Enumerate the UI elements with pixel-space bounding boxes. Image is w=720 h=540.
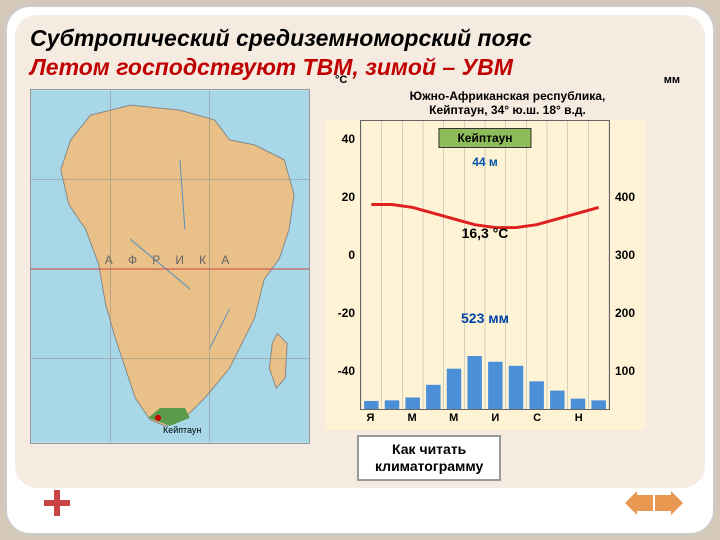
map-svg: А Ф Р И К А Кейптаун [31, 90, 309, 443]
city-marker-label: Кейптаун [163, 425, 201, 435]
elevation-label: 44 м [472, 155, 498, 169]
close-icon [42, 488, 72, 518]
title-line-1: Субтропический средиземноморский пояс [30, 25, 690, 52]
y-axis-left: 40200-20-40 [325, 120, 360, 430]
axis-celsius: °С [335, 74, 347, 86]
city-badge: Кейптаун [438, 128, 531, 148]
continent-label: А Ф Р И К А [105, 253, 235, 267]
slide-frame: Субтропический средиземноморский пояс Ле… [5, 5, 715, 535]
chart-title: Южно-Африканская республика,Кейптаун, 34… [325, 89, 690, 117]
content-row: А Ф Р И К А Кейптаун Южно-Африканская ре… [30, 89, 690, 444]
next-button[interactable] [655, 491, 683, 515]
avg-temp-label: 16,3 °С [462, 225, 509, 241]
title-line-2: Летом господствуют ТВМ, зимой – УВМ [30, 54, 690, 81]
content-frame: Субтропический средиземноморский пояс Ле… [15, 15, 705, 488]
how-to-read-button[interactable]: Как читать климатограмму [357, 435, 501, 481]
x-axis-labels: ЯММИСН [360, 412, 610, 430]
close-button[interactable] [42, 488, 72, 518]
prev-button[interactable] [625, 491, 653, 515]
total-precip-label: 523 мм [461, 310, 509, 326]
nav-arrows [625, 491, 683, 515]
africa-map: А Ф Р И К А Кейптаун [30, 89, 310, 444]
y-axis-right: 400300200100 [610, 120, 645, 430]
axis-mm: мм [664, 74, 680, 86]
climate-chart: Южно-Африканская республика,Кейптаун, 34… [325, 89, 690, 444]
chart-area: 40200-20-40 400300200100 Кейптаун 44 м 1… [325, 120, 645, 430]
